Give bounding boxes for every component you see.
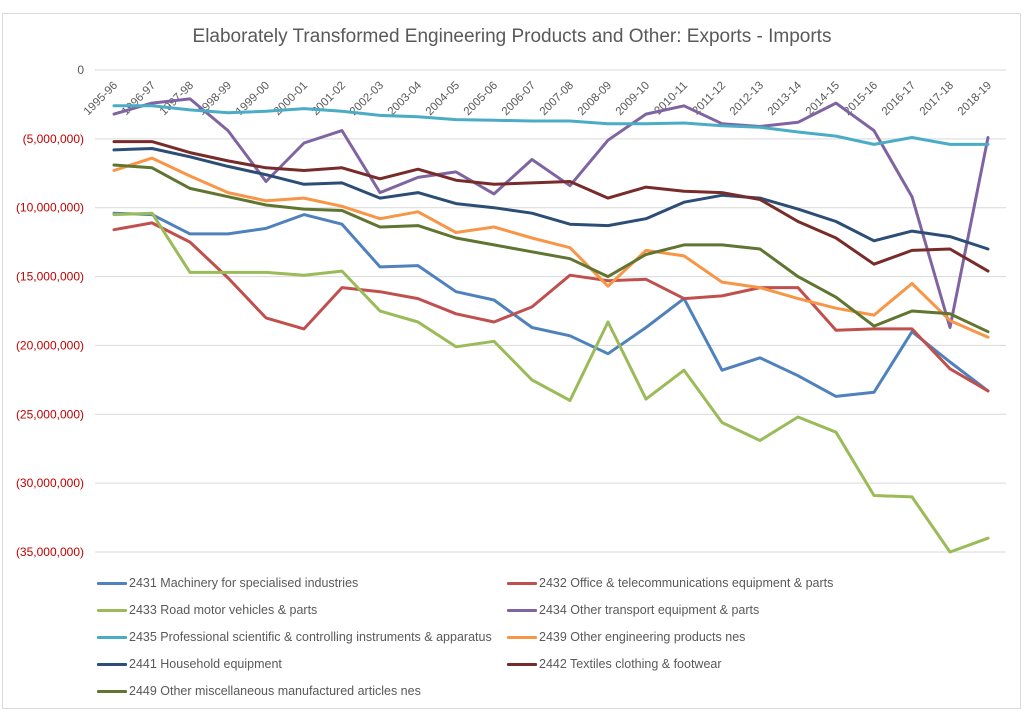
x-tick-label: 1995-96 bbox=[82, 80, 120, 118]
x-tick-label: 2016-17 bbox=[880, 80, 918, 118]
x-tick-label: 2005-06 bbox=[462, 80, 500, 118]
x-tick-label: 2000-01 bbox=[272, 80, 310, 118]
series-line-2441 bbox=[112, 147, 990, 251]
series-line-2435 bbox=[112, 104, 990, 146]
x-tick-label: 2003-04 bbox=[386, 79, 425, 118]
y-tick-label: (10,000,000) bbox=[16, 201, 84, 215]
x-tick-label: 2017-18 bbox=[918, 80, 956, 118]
series-line-2449 bbox=[112, 163, 990, 334]
x-tick-label: 2007-08 bbox=[538, 80, 576, 118]
series-line-2433 bbox=[112, 211, 990, 554]
y-tick-label: (35,000,000) bbox=[16, 545, 84, 559]
y-tick-label: (25,000,000) bbox=[16, 407, 84, 421]
y-tick-label: (20,000,000) bbox=[16, 338, 84, 352]
series-line-2432 bbox=[112, 221, 990, 393]
x-tick-label: 2008-09 bbox=[576, 80, 614, 118]
series-line-2434 bbox=[112, 97, 990, 329]
y-tick-label: 0 bbox=[77, 63, 84, 77]
x-tick-label: 2004-05 bbox=[424, 80, 462, 118]
x-tick-label: 2012-13 bbox=[728, 80, 766, 118]
series-line-2431 bbox=[112, 211, 990, 398]
gridlines bbox=[95, 69, 1006, 553]
chart-title: Elaborately Transformed Engineering Prod… bbox=[192, 26, 832, 47]
series-line-2442 bbox=[112, 140, 990, 273]
series-line-2439 bbox=[112, 156, 990, 339]
x-tick-label: 2009-10 bbox=[614, 80, 652, 118]
y-tick-label: (15,000,000) bbox=[16, 270, 84, 284]
y-axis-tick-labels: 0 (5,000,000) (10,000,000) (15,000,000) (20,… bbox=[16, 63, 84, 559]
x-tick-label: 2006-07 bbox=[500, 80, 538, 118]
x-tick-label: 2013-14 bbox=[766, 79, 805, 118]
series-lines bbox=[112, 97, 990, 554]
y-tick-label: (30,000,000) bbox=[16, 476, 84, 490]
x-tick-label: 2014-15 bbox=[804, 80, 842, 118]
x-tick-label: 2018-19 bbox=[956, 80, 994, 118]
y-tick-label: (5,000,000) bbox=[23, 132, 84, 146]
